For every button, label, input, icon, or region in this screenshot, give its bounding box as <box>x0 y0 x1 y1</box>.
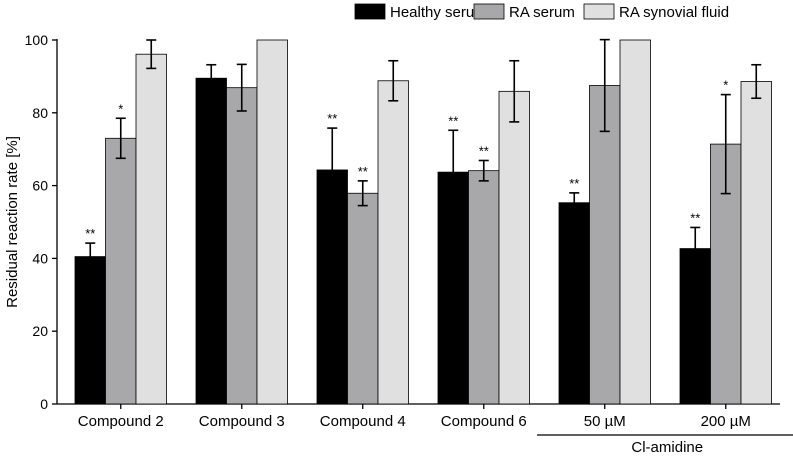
bar <box>558 202 590 405</box>
legend-swatch <box>473 3 505 20</box>
bar <box>195 77 227 405</box>
bar <box>135 53 167 405</box>
significance-label: ** <box>448 113 458 128</box>
bar <box>256 39 288 405</box>
y-tick-label: 0 <box>40 396 48 412</box>
x-tick-label: 200 µM <box>701 413 751 430</box>
y-axis: 0 20 40 60 80 100 <box>25 32 58 412</box>
legend-label: Healthy serum <box>390 4 487 21</box>
y-tick-label: 100 <box>25 32 49 48</box>
x-tick-label: Compound 2 <box>78 413 164 430</box>
significance-label: ** <box>690 210 700 225</box>
x-tick-label: 50 µM <box>584 413 626 430</box>
bar <box>377 80 409 405</box>
bar <box>679 248 711 405</box>
x-tick-label: Compound 4 <box>320 413 406 430</box>
bar <box>740 81 772 405</box>
y-axis-label: Residual reaction rate [%] <box>4 136 21 308</box>
y-tick-label: 80 <box>32 105 48 121</box>
legend: Healthy serum RA serum RA synovial fluid <box>354 3 729 21</box>
legend-swatch <box>583 3 615 20</box>
significance-label: ** <box>479 143 489 158</box>
significance-label: * <box>723 78 728 93</box>
x-tick-label: Compound 6 <box>441 413 527 430</box>
significance-label: ** <box>85 226 95 241</box>
bar <box>619 39 651 405</box>
significance-label: ** <box>569 176 579 191</box>
bars <box>74 39 772 405</box>
group-label: Cl-amidine <box>631 439 703 456</box>
bar <box>105 137 137 405</box>
significance-label: * <box>118 101 123 116</box>
bar <box>498 90 530 405</box>
legend-swatch <box>354 3 386 20</box>
error-bars <box>85 38 762 271</box>
significance-labels: **************** <box>85 78 728 242</box>
legend-label: RA synovial fluid <box>619 4 729 21</box>
x-tick-label: Compound 3 <box>199 413 285 430</box>
bar <box>589 85 621 405</box>
x-axis: Compound 2 Compound 3 Compound 4 Compound 6… <box>57 403 780 430</box>
bar <box>468 170 500 405</box>
category-group-label: Cl-amidine <box>537 434 793 456</box>
significance-label: ** <box>327 111 337 126</box>
y-tick-label: 20 <box>32 323 48 339</box>
bar <box>347 192 379 405</box>
y-tick-label: 40 <box>32 250 48 266</box>
bar <box>74 256 106 405</box>
legend-label: RA serum <box>509 4 575 21</box>
bar <box>226 87 258 405</box>
y-tick-label: 60 <box>32 178 48 194</box>
significance-label: ** <box>358 164 368 179</box>
